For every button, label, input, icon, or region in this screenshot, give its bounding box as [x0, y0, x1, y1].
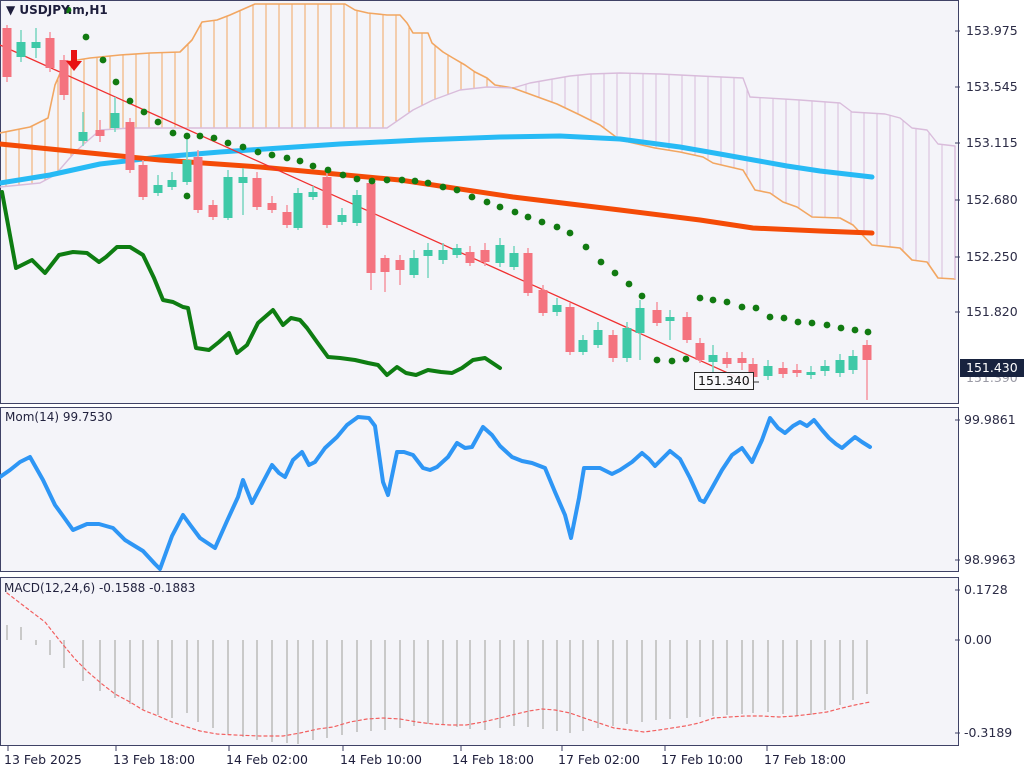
chevron-down-icon[interactable]: ▼ — [6, 3, 16, 17]
candle-body — [578, 340, 588, 352]
price-axis-label: 152.680 — [966, 192, 1018, 207]
indicator-axis-label: 0.00 — [964, 632, 992, 647]
candle-body — [552, 305, 562, 312]
candle-body — [480, 250, 490, 262]
candle-body — [722, 358, 732, 364]
candles — [2, 25, 872, 400]
candle-body — [652, 310, 662, 323]
momentum-indicator-label: Mom(14) 99.7530 — [5, 410, 113, 424]
candle-body — [223, 177, 233, 218]
time-axis-label[interactable]: 17 Feb 10:00 — [661, 752, 744, 767]
candle-body — [862, 345, 872, 360]
price-axis-label: 153.545 — [966, 79, 1018, 94]
candle-body — [708, 355, 718, 362]
price-axis-label: 153.115 — [966, 135, 1018, 150]
time-axis-label[interactable]: 17 Feb 18:00 — [764, 752, 847, 767]
candle-body — [682, 317, 692, 340]
candle-body — [792, 370, 802, 373]
candle-body — [182, 160, 192, 182]
candle-body — [238, 177, 248, 183]
candle-body — [395, 260, 405, 270]
macd-indicator-label: MACD(12,24,6) -0.1588 -0.1883 — [4, 581, 196, 595]
support-zigzag-line — [0, 190, 502, 377]
axis-ticks — [7, 30, 960, 751]
candle-body — [366, 183, 376, 273]
current-price-badge: 151.430 — [960, 359, 1024, 377]
ichimoku-cloud — [0, 3, 956, 280]
candle-body — [2, 28, 12, 77]
parabolic-sar-dots — [64, 6, 872, 365]
candle-body — [593, 330, 603, 345]
candle-body — [509, 253, 519, 267]
candle-body — [635, 308, 645, 333]
symbol-text: USDJPY.m,H1 — [19, 3, 108, 17]
indicator-axis-label: 0.1728 — [964, 582, 1008, 597]
candle-body — [138, 165, 148, 197]
time-axis-label[interactable]: 14 Feb 18:00 — [452, 752, 535, 767]
candle-body — [622, 328, 632, 358]
candle-body — [45, 38, 55, 68]
candle-body — [665, 317, 675, 321]
price-axis-label: 152.250 — [966, 249, 1018, 264]
macd-panel[interactable] — [0, 577, 959, 746]
candle-body — [495, 245, 505, 263]
price-axis-label: 153.975 — [966, 23, 1018, 38]
candle-body — [252, 178, 262, 207]
candle-body — [423, 250, 433, 256]
candle-body — [438, 250, 448, 260]
indicator-axis-label: 98.9963 — [964, 552, 1016, 567]
candle-body — [293, 193, 303, 228]
candle-body — [31, 42, 41, 48]
price-axis-label: 151.820 — [966, 304, 1018, 319]
candle-body — [835, 360, 845, 373]
time-axis-label[interactable]: 17 Feb 02:00 — [558, 752, 641, 767]
time-axis-label[interactable]: 13 Feb 2025 — [4, 752, 82, 767]
time-axis-label[interactable]: 13 Feb 18:00 — [113, 752, 196, 767]
candle-body — [748, 364, 758, 377]
candle-body — [820, 366, 830, 371]
candle-body — [465, 252, 475, 263]
candle-body — [737, 358, 747, 363]
candle-body — [95, 130, 105, 136]
candle-body — [337, 215, 347, 222]
indicator-axis-label: 99.9861 — [964, 412, 1016, 427]
candle-body — [565, 307, 575, 352]
candle-body — [806, 372, 816, 375]
candle-body — [282, 212, 292, 225]
indicator-axis-label: -0.3189 — [964, 725, 1013, 740]
candle-body — [267, 203, 277, 210]
sell-arrow-icon[interactable] — [66, 50, 82, 71]
candle-body — [208, 205, 218, 217]
candle-body — [167, 180, 177, 187]
macd-series — [6, 592, 871, 744]
candle-body — [380, 258, 390, 272]
trendline-price-tag: 151.340 — [694, 372, 754, 390]
candle-body — [778, 368, 788, 374]
time-axis-label[interactable]: 14 Feb 02:00 — [226, 752, 309, 767]
candle-body — [763, 366, 773, 376]
candle-body — [848, 356, 858, 370]
candle-body — [538, 290, 548, 313]
candle-body — [193, 157, 203, 210]
symbol-timeframe-label[interactable]: ▼ USDJPY.m,H1 — [6, 3, 108, 17]
candle-body — [409, 258, 419, 275]
momentum-line — [0, 415, 872, 571]
candle-body — [78, 132, 88, 141]
candle-body — [608, 335, 618, 358]
candle-body — [153, 185, 163, 193]
candle-body — [308, 192, 318, 197]
candle-body — [59, 60, 69, 95]
candle-body — [352, 195, 362, 223]
candle-body — [452, 248, 462, 255]
candle-body — [695, 343, 705, 360]
candle-body — [16, 42, 26, 57]
time-axis-label[interactable]: 14 Feb 10:00 — [340, 752, 423, 767]
candle-body — [322, 177, 332, 225]
candle-body — [523, 253, 533, 293]
candle-body — [110, 113, 120, 128]
candle-body — [125, 122, 135, 170]
